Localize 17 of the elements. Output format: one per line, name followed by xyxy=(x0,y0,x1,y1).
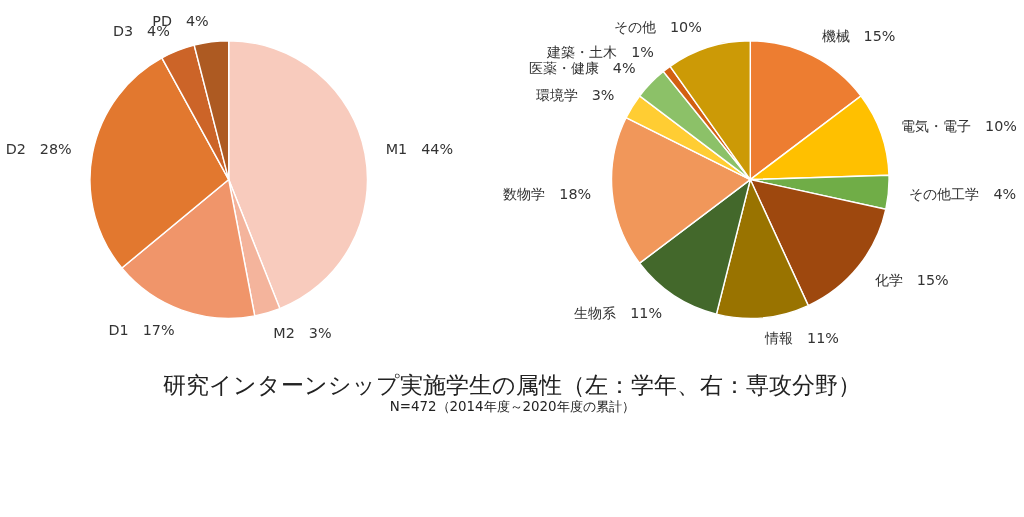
slice-label: 建築・土木 1% xyxy=(546,43,654,60)
slice-label: 医薬・健康 4% xyxy=(528,60,636,77)
slice-label: D2 28% xyxy=(5,141,72,158)
slice-label: D1 17% xyxy=(108,321,175,338)
slice-label: 機械 15% xyxy=(821,28,896,45)
slice-label: 数物学 18% xyxy=(503,186,592,203)
slice-label: 化学 15% xyxy=(874,271,949,288)
text: 研究インターンシップ実施学生の属性（左：学年、右：専攻分野） xyxy=(163,372,862,399)
slice-label: 環境学 3% xyxy=(535,87,615,104)
slice-label: 情報 11% xyxy=(764,330,839,347)
slice-label: その他 10% xyxy=(613,19,702,36)
slice-label: M2 3% xyxy=(273,324,332,341)
slice-label: M1 44% xyxy=(385,141,454,158)
text: N=472（2014年度～2020年度の累計） xyxy=(389,399,635,415)
slice-label: その他工学 4% xyxy=(909,186,1017,203)
slice-label: 生物系 11% xyxy=(574,304,663,321)
slice-label: 電気・電子 10% xyxy=(901,118,1017,135)
